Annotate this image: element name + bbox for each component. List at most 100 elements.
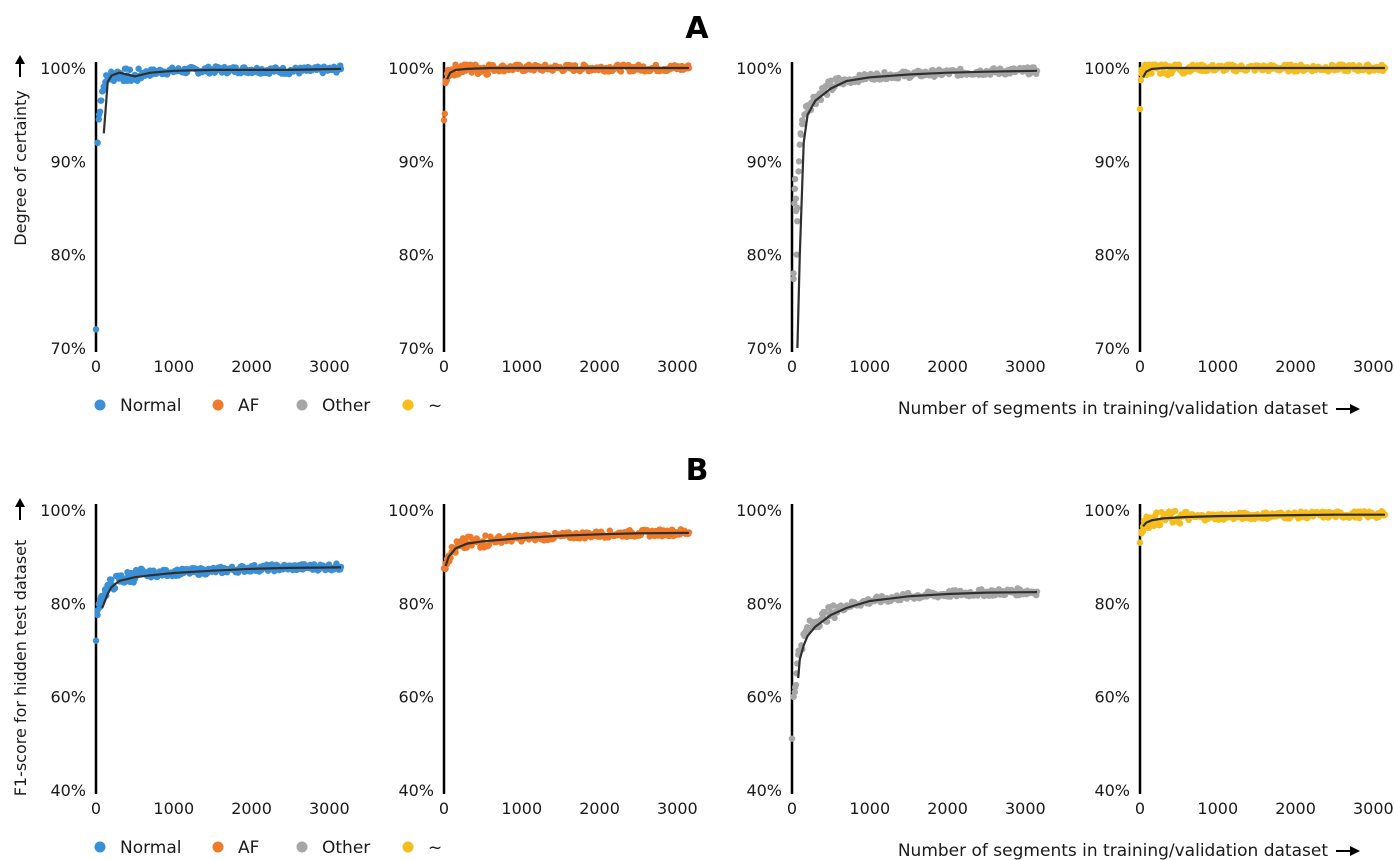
data-point	[881, 69, 888, 76]
data-point	[1147, 514, 1154, 521]
legend-label: AF	[238, 396, 259, 416]
legend-label: ~	[428, 838, 442, 858]
data-point	[96, 108, 104, 115]
series-points-Other	[788, 585, 1041, 742]
x-tick-label: 3000	[657, 799, 698, 818]
row-b-letter: B	[686, 453, 709, 488]
x-tick-label: 2000	[231, 799, 272, 818]
legend-marker	[94, 399, 106, 411]
data-point	[126, 66, 134, 73]
series-points-AF	[440, 61, 693, 124]
y-tick-label: 90%	[746, 152, 782, 171]
trend-line	[444, 531, 690, 567]
legend-item: AF	[212, 838, 259, 858]
x-tick-label: 1000	[849, 799, 890, 818]
x-tick-label: 3000	[1005, 357, 1046, 376]
data-point	[793, 251, 800, 258]
data-point	[271, 567, 278, 575]
x-tick-label: 2000	[927, 799, 968, 818]
chart-panels: 70% 80% 90% 100% 0 1000 2000 3000 70% 80% 90% 100% 0…	[40, 59, 1393, 818]
legend-item: AF	[212, 396, 259, 416]
y-tick-label: 100%	[40, 501, 86, 520]
x-tick-label: 0	[787, 357, 797, 376]
y-tick-label: 90%	[1094, 152, 1130, 171]
y-tick-label: 80%	[746, 246, 782, 265]
data-point	[92, 326, 100, 333]
data-point	[797, 131, 805, 138]
chart-panel: 40% 60% 80% 100% 0 1000 2000 3000	[40, 501, 349, 818]
x-tick-label: 0	[787, 799, 797, 818]
data-point	[1033, 591, 1040, 599]
legend-label: Normal	[120, 838, 182, 858]
x-tick-label: 3000	[1005, 799, 1046, 818]
y-tick-label: 100%	[40, 59, 86, 78]
data-point	[830, 602, 837, 609]
trend-line	[796, 69, 1038, 348]
data-point	[867, 70, 874, 78]
x-tick-label: 3000	[309, 799, 350, 818]
y-tick-label: 70%	[746, 339, 782, 358]
y-tick-label: 90%	[398, 152, 434, 171]
legend-item: ~	[402, 838, 442, 858]
legend-label: Other	[322, 396, 370, 416]
chart-panel: 70% 80% 90% 100% 0 1000 2000 3000	[736, 59, 1045, 376]
y-tick-label: 60%	[398, 688, 434, 707]
y-tick-label: 60%	[1094, 688, 1130, 707]
data-point	[440, 117, 448, 124]
y-tick-label: 40%	[50, 781, 86, 800]
data-point	[441, 110, 448, 117]
y-tick-label: 100%	[736, 501, 782, 520]
data-point	[333, 560, 340, 567]
y-tick-label: 80%	[398, 246, 434, 265]
data-point	[788, 735, 796, 742]
row-a-xlabel-arrow-icon	[1336, 404, 1360, 414]
x-tick-label: 2000	[1275, 357, 1316, 376]
series-points-Normal	[92, 62, 345, 333]
y-tick-label: 80%	[50, 594, 86, 613]
y-tick-label: 60%	[50, 688, 86, 707]
data-point	[337, 62, 344, 69]
data-point	[792, 195, 800, 202]
x-tick-label: 0	[1135, 799, 1145, 818]
legend-marker	[296, 841, 308, 853]
chart-panel: 40% 60% 80% 100% 0 1000 2000 3000	[388, 501, 697, 818]
trend-line	[1142, 513, 1385, 528]
row-a-ylabel: Degree of certainty	[11, 90, 30, 245]
y-tick-label: 70%	[1094, 339, 1130, 358]
data-point	[1137, 76, 1144, 84]
row-b-ylabel-group: F1-score for hidden test dataset	[11, 498, 30, 796]
x-tick-label: 1000	[1197, 799, 1238, 818]
x-tick-label: 2000	[1275, 799, 1316, 818]
data-point	[795, 158, 803, 165]
y-tick-label: 100%	[1084, 501, 1130, 520]
data-point	[127, 569, 135, 577]
legend-marker	[212, 399, 224, 411]
data-point	[1176, 520, 1184, 527]
x-tick-label: 0	[439, 357, 449, 376]
legend-marker	[296, 399, 308, 411]
data-point	[482, 532, 489, 539]
x-tick-label: 1000	[501, 799, 542, 818]
data-point	[794, 217, 801, 225]
data-point	[98, 97, 105, 104]
row-a-xlabel: Number of segments in training/validatio…	[898, 399, 1329, 419]
y-tick-label: 100%	[736, 59, 782, 78]
data-point	[1175, 61, 1183, 68]
x-tick-label: 0	[439, 799, 449, 818]
data-point	[790, 270, 797, 277]
legend-marker	[212, 841, 224, 853]
data-point	[95, 116, 103, 123]
legend-label: Other	[322, 838, 370, 858]
data-point	[94, 139, 101, 147]
y-tick-label: 40%	[746, 781, 782, 800]
y-tick-label: 80%	[398, 594, 434, 613]
y-tick-label: 80%	[1094, 246, 1130, 265]
legend-marker	[402, 399, 414, 411]
x-tick-label: 0	[1135, 357, 1145, 376]
data-point	[484, 70, 492, 78]
data-point	[791, 688, 798, 696]
data-point	[1033, 70, 1040, 78]
x-tick-label: 2000	[231, 357, 272, 376]
chart-panel: 70% 80% 90% 100% 0 1000 2000 3000	[40, 59, 349, 376]
y-tick-label: 60%	[746, 688, 782, 707]
